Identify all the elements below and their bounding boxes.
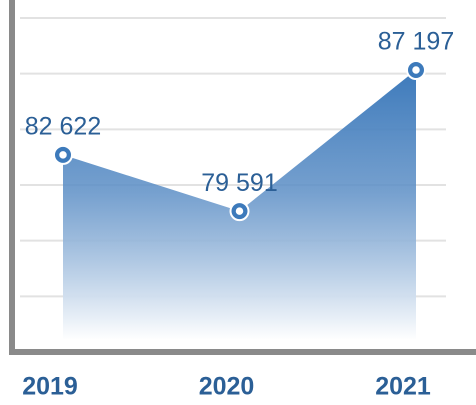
x-tick-label: 2021 (375, 373, 431, 401)
labels: 82 622 79 591 87 197 2019 2020 2021 (22, 28, 454, 401)
plot (53, 60, 426, 340)
marker-inner (57, 149, 69, 161)
x-tick-label: 2019 (22, 373, 78, 401)
value-label: 79 591 (201, 169, 277, 197)
x-tick-label: 2020 (199, 373, 255, 401)
value-label: 87 197 (378, 28, 454, 56)
marker-inner (234, 205, 245, 217)
value-label: 82 622 (25, 113, 101, 141)
marker-inner (410, 64, 422, 76)
area (63, 70, 416, 340)
